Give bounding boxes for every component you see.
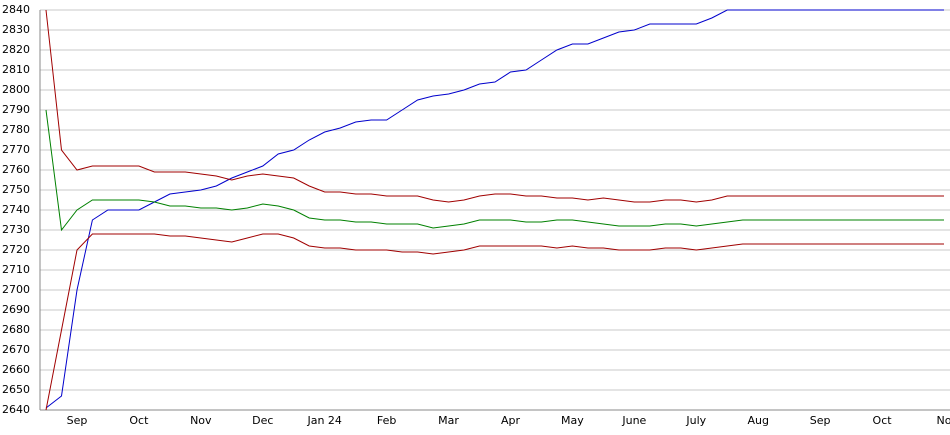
y-tick-label: 2760 [2, 163, 30, 176]
y-tick-label: 2840 [2, 3, 30, 16]
x-tick-label: Jan 24 [306, 414, 341, 427]
x-tick-label: Feb [377, 414, 396, 427]
y-tick-label: 2750 [2, 183, 30, 196]
y-tick-label: 2660 [2, 363, 30, 376]
x-tick-label: Sep [810, 414, 831, 427]
x-tick-label: Nov [190, 414, 212, 427]
x-tick-label: June [621, 414, 646, 427]
y-tick-label: 2810 [2, 63, 30, 76]
x-tick-label: Oct [873, 414, 893, 427]
y-tick-label: 2800 [2, 83, 30, 96]
x-tick-label: Dec [252, 414, 273, 427]
y-tick-label: 2670 [2, 343, 30, 356]
x-tick-label: Apr [501, 414, 521, 427]
y-tick-label: 2710 [2, 263, 30, 276]
y-tick-label: 2790 [2, 103, 30, 116]
y-tick-label: 2820 [2, 43, 30, 56]
x-tick-label: July [685, 414, 706, 427]
x-tick-label: Aug [747, 414, 768, 427]
y-tick-label: 2700 [2, 283, 30, 296]
x-tick-label: Mar [438, 414, 459, 427]
series-line [45, 9, 944, 409]
y-tick-label: 2830 [2, 23, 30, 36]
series-line [45, 9, 944, 203]
y-tick-label: 2780 [2, 123, 30, 136]
series-line [45, 233, 944, 411]
y-tick-label: 2640 [2, 403, 30, 416]
x-tick-label: Sep [67, 414, 88, 427]
y-tick-label: 2740 [2, 203, 30, 216]
x-tick-label: No [937, 414, 950, 427]
y-tick-label: 2720 [2, 243, 30, 256]
x-tick-label: Oct [129, 414, 149, 427]
y-tick-label: 2730 [2, 223, 30, 236]
x-tick-label: May [561, 414, 584, 427]
series-line [45, 109, 944, 232]
y-tick-label: 2650 [2, 383, 30, 396]
y-tick-label: 2690 [2, 303, 30, 316]
y-tick-label: 2680 [2, 323, 30, 336]
y-tick-label: 2770 [2, 143, 30, 156]
